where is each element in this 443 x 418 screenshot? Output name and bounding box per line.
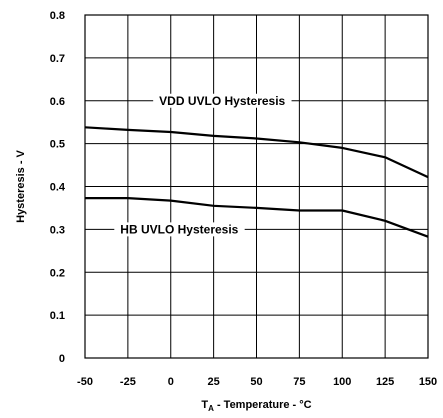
x-tick-label: 25 [208, 376, 220, 388]
series-label-background [114, 222, 245, 237]
series-label-background [153, 93, 292, 108]
x-tick-label: 50 [250, 376, 262, 388]
x-tick-label: 100 [333, 376, 351, 388]
y-tick-label: 0 [59, 353, 65, 365]
y-axis-title: Hysteresis - V [15, 149, 27, 222]
series-labels: VDD UVLO Hysteresis HB UVLO Hysteresis [114, 93, 292, 237]
x-axis-title-subscript: A [208, 404, 214, 413]
x-tick-label: -25 [120, 376, 136, 388]
y-tick-label: 0.6 [50, 96, 65, 108]
hb-uvlo-series-line [85, 197, 429, 238]
x-axis-title-main: T [201, 399, 208, 411]
y-tick-labels: 0 0.1 0.2 0.3 0.4 0.5 0.6 0.7 0.8 [50, 10, 66, 365]
grid [85, 15, 428, 358]
x-tick-label: 0 [168, 376, 174, 388]
y-tick-label: 0.4 [50, 182, 66, 194]
y-tick-label: 0.1 [50, 310, 65, 322]
x-tick-label: 125 [376, 376, 394, 388]
vdd-uvlo-series-line [84, 126, 429, 179]
y-tick-label: 0.8 [50, 10, 65, 22]
x-axis-title: TA - Temperature - °C [201, 399, 311, 413]
x-tick-label: -50 [77, 376, 93, 388]
hb-uvlo-label: HB UVLO Hysteresis [114, 222, 245, 237]
x-tick-label: 75 [293, 376, 305, 388]
plot-frame [84, 14, 429, 359]
series-lines [84, 126, 429, 238]
y-tick-label: 0.2 [50, 267, 65, 279]
x-tick-label: 150 [419, 376, 437, 388]
y-tick-label: 0.5 [50, 139, 65, 151]
vdd-uvlo-label: VDD UVLO Hysteresis [153, 93, 292, 108]
y-tick-label: 0.7 [50, 53, 65, 65]
x-axis-title-rest: - Temperature - °C [214, 399, 312, 411]
series-label-text: HB UVLO Hysteresis [120, 222, 238, 236]
series-label-text: VDD UVLO Hysteresis [159, 94, 285, 108]
y-tick-label: 0.3 [50, 224, 65, 236]
x-tick-labels: -50 -25 0 25 50 75 100 125 150 [77, 376, 437, 388]
